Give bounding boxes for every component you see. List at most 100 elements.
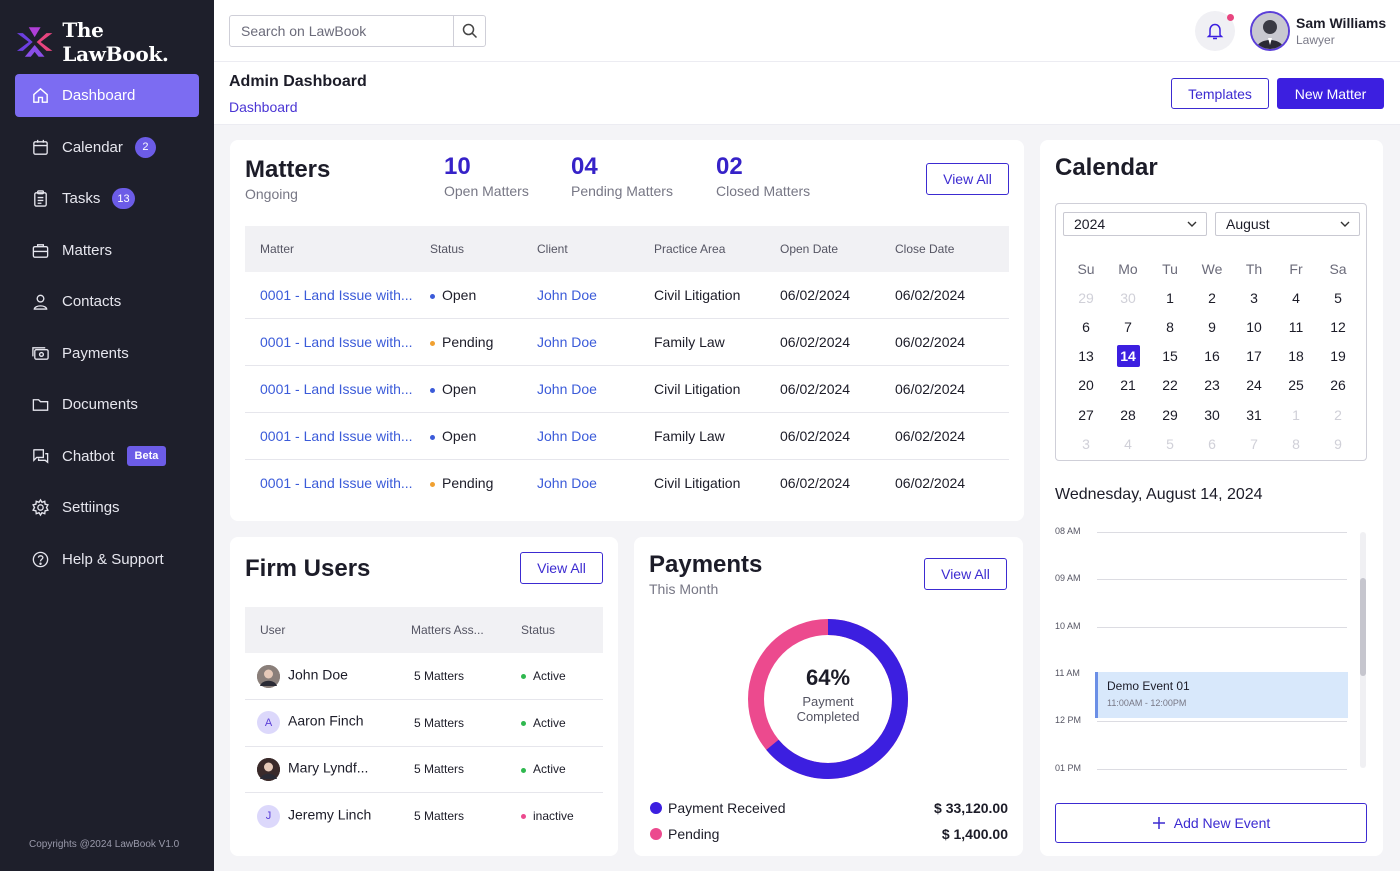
- add-new-event-button[interactable]: Add New Event: [1055, 803, 1367, 843]
- month-select[interactable]: August: [1215, 212, 1360, 236]
- user-cell[interactable]: John Doe: [245, 653, 411, 700]
- matter-link[interactable]: 0001 - Land Issue with...: [245, 318, 430, 367]
- sidebar-item-calendar[interactable]: Calendar 2: [15, 126, 199, 169]
- matter-link[interactable]: 0001 - Land Issue with...: [245, 272, 430, 320]
- timeline-scrollbar[interactable]: [1360, 532, 1366, 768]
- matter-name[interactable]: 0001 - Land Issue with...: [260, 287, 413, 304]
- user-name[interactable]: John Doe: [288, 666, 348, 683]
- calendar-day[interactable]: 8: [1275, 436, 1317, 452]
- column-header[interactable]: Open Date: [780, 226, 895, 272]
- column-header[interactable]: Client: [537, 226, 654, 272]
- calendar-day[interactable]: 19: [1317, 348, 1359, 364]
- user-name[interactable]: Jeremy Linch: [288, 806, 372, 823]
- sidebar-item-documents[interactable]: Documents: [15, 383, 199, 426]
- calendar-day[interactable]: 29: [1065, 290, 1107, 306]
- calendar-day[interactable]: 15: [1149, 348, 1191, 364]
- calendar-day[interactable]: 30: [1107, 290, 1149, 306]
- table-row[interactable]: 0001 - Land Issue with... Pending John Doe…: [245, 459, 1009, 506]
- column-header[interactable]: Close Date: [895, 226, 1009, 272]
- calendar-day[interactable]: 23: [1191, 377, 1233, 393]
- user-cell[interactable]: A Aaron Finch: [245, 699, 411, 747]
- user-name[interactable]: Mary Lyndf...: [288, 759, 369, 776]
- calendar-day[interactable]: 20: [1065, 377, 1107, 393]
- notifications-button[interactable]: [1195, 11, 1235, 51]
- calendar-day[interactable]: 4: [1275, 290, 1317, 306]
- calendar-day[interactable]: 5: [1149, 436, 1191, 452]
- calendar-day[interactable]: 18: [1275, 348, 1317, 364]
- calendar-day[interactable]: 3: [1233, 290, 1275, 306]
- table-row[interactable]: J Jeremy Linch 5 Matters inactive: [245, 793, 603, 840]
- open-matters-stat[interactable]: 10 Open Matters: [444, 153, 529, 199]
- table-row[interactable]: A Aaron Finch 5 Matters Active: [245, 699, 603, 747]
- calendar-day[interactable]: 1: [1275, 407, 1317, 423]
- sidebar-item-payments[interactable]: Payments: [15, 332, 199, 375]
- client-cell[interactable]: John Doe: [537, 318, 654, 367]
- matter-name[interactable]: 0001 - Land Issue with...: [260, 380, 413, 397]
- calendar-day[interactable]: 5: [1317, 290, 1359, 306]
- calendar-day[interactable]: 6: [1191, 436, 1233, 452]
- breadcrumb[interactable]: Dashboard: [229, 99, 298, 115]
- calendar-day[interactable]: 25: [1275, 377, 1317, 393]
- payments-view-all-button[interactable]: View All: [924, 558, 1007, 590]
- user-cell[interactable]: J Jeremy Linch: [245, 793, 411, 840]
- column-header[interactable]: Matter: [245, 226, 430, 272]
- client-link[interactable]: John Doe: [537, 474, 597, 491]
- calendar-day[interactable]: 16: [1191, 348, 1233, 364]
- user-cell[interactable]: Mary Lyndf...: [245, 746, 411, 793]
- client-cell[interactable]: John Doe: [537, 365, 654, 413]
- calendar-day[interactable]: 21: [1107, 377, 1149, 393]
- app-logo[interactable]: The LawBook.: [15, 18, 214, 66]
- matter-name[interactable]: 0001 - Land Issue with...: [260, 474, 413, 491]
- table-row[interactable]: 0001 - Land Issue with... Pending John Doe…: [245, 318, 1009, 367]
- year-select[interactable]: 2024: [1063, 212, 1207, 236]
- calendar-day[interactable]: 27: [1065, 407, 1107, 423]
- calendar-day[interactable]: 11: [1275, 319, 1317, 335]
- calendar-day-selected[interactable]: 14: [1107, 345, 1149, 368]
- column-header[interactable]: User: [245, 607, 411, 653]
- column-header[interactable]: Matters Ass...: [411, 607, 521, 653]
- calendar-day[interactable]: 4: [1107, 436, 1149, 452]
- sidebar-item-tasks[interactable]: Tasks 13: [15, 177, 199, 220]
- calendar-day[interactable]: 22: [1149, 377, 1191, 393]
- calendar-day[interactable]: 31: [1233, 407, 1275, 423]
- table-row[interactable]: 0001 - Land Issue with... Open John Doe Civ…: [245, 272, 1009, 320]
- client-link[interactable]: John Doe: [537, 334, 597, 351]
- user-avatar[interactable]: [1250, 11, 1290, 51]
- calendar-day[interactable]: 24: [1233, 377, 1275, 393]
- table-row[interactable]: Mary Lyndf... 5 Matters Active: [245, 746, 603, 793]
- new-matter-button[interactable]: New Matter: [1277, 78, 1384, 109]
- calendar-day[interactable]: 10: [1233, 319, 1275, 335]
- sidebar-item-matters[interactable]: Matters: [15, 229, 199, 272]
- column-header[interactable]: Practice Area: [654, 226, 780, 272]
- closed-matters-stat[interactable]: 02 Closed Matters: [716, 153, 810, 199]
- matter-link[interactable]: 0001 - Land Issue with...: [245, 459, 430, 506]
- calendar-day[interactable]: 2: [1191, 290, 1233, 306]
- calendar-day[interactable]: 28: [1107, 407, 1149, 423]
- pending-matters-stat[interactable]: 04 Pending Matters: [571, 153, 673, 199]
- firm-users-view-all-button[interactable]: View All: [520, 552, 603, 584]
- sidebar-item-help[interactable]: Help & Support: [15, 538, 199, 581]
- user-name[interactable]: Aaron Finch: [288, 712, 364, 729]
- matter-name[interactable]: 0001 - Land Issue with...: [260, 427, 413, 444]
- sidebar-item-settings[interactable]: Settiings: [15, 486, 199, 529]
- templates-button[interactable]: Templates: [1171, 78, 1269, 109]
- client-link[interactable]: John Doe: [537, 427, 597, 444]
- calendar-day[interactable]: 9: [1191, 319, 1233, 335]
- table-row[interactable]: 0001 - Land Issue with... Open John Doe Fam…: [245, 412, 1009, 460]
- table-row[interactable]: 0001 - Land Issue with... Open John Doe Civ…: [245, 365, 1009, 413]
- column-header[interactable]: Status: [430, 226, 537, 272]
- user-name[interactable]: Sam Williams: [1296, 15, 1387, 31]
- calendar-day[interactable]: 30: [1191, 407, 1233, 423]
- calendar-day[interactable]: 7: [1107, 319, 1149, 335]
- sidebar-item-chatbot[interactable]: Chatbot Beta: [15, 435, 199, 478]
- client-cell[interactable]: John Doe: [537, 459, 654, 506]
- client-cell[interactable]: John Doe: [537, 412, 654, 460]
- calendar-day[interactable]: 1: [1149, 290, 1191, 306]
- client-cell[interactable]: John Doe: [537, 272, 654, 320]
- calendar-day[interactable]: 12: [1317, 319, 1359, 335]
- calendar-day[interactable]: 8: [1149, 319, 1191, 335]
- calendar-day[interactable]: 26: [1317, 377, 1359, 393]
- sidebar-item-dashboard[interactable]: Dashboard: [15, 74, 199, 117]
- calendar-day[interactable]: 3: [1065, 436, 1107, 452]
- calendar-day[interactable]: 2: [1317, 407, 1359, 423]
